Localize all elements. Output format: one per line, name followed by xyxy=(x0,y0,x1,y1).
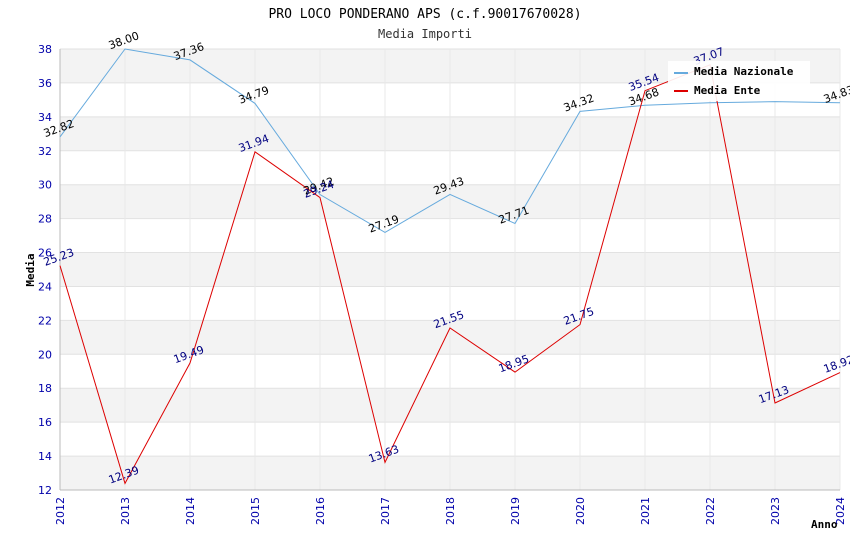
legend-background xyxy=(668,61,810,101)
y-tick-label: 20 xyxy=(38,348,52,361)
y-tick-label: 32 xyxy=(38,145,52,158)
x-axis-label: Anno xyxy=(811,518,838,531)
y-tick-label: 14 xyxy=(38,450,52,463)
y-tick-label: 24 xyxy=(38,280,52,293)
x-tick-label: 2024 xyxy=(834,497,847,525)
series-line-nazionale xyxy=(59,48,841,233)
x-tick-label: 2017 xyxy=(379,497,392,525)
x-tick-label: 2013 xyxy=(119,497,132,525)
legend-label-ente: Media Ente xyxy=(694,84,761,97)
x-tick-label: 2022 xyxy=(704,497,717,525)
legend-label-nazionale: Media Nazionale xyxy=(694,65,794,78)
y-tick-label: 28 xyxy=(38,213,52,226)
x-tick-label: 2020 xyxy=(574,497,587,525)
chart-title: PRO LOCO PONDERANO APS (c.f.90017670028) xyxy=(268,7,581,22)
x-tick-label: 2015 xyxy=(249,497,262,525)
x-tick-label: 2014 xyxy=(184,497,197,525)
x-tick-label: 2016 xyxy=(314,497,327,525)
chart-subtitle: Media Importi xyxy=(378,27,472,41)
data-label: 34.32 xyxy=(562,92,596,115)
y-tick-label: 18 xyxy=(38,382,52,395)
x-tick-label: 2023 xyxy=(769,497,782,525)
data-label: 34.79 xyxy=(237,84,271,107)
y-tick-label: 16 xyxy=(38,416,52,429)
x-tick-labels: 2012 2013 2014 2015 2016 2017 2018 2019 2020 2021… xyxy=(54,497,847,525)
y-axis-label: Media xyxy=(24,253,37,286)
y-tick-label: 30 xyxy=(38,179,52,192)
x-tick-label: 2012 xyxy=(54,497,67,525)
x-tick-label: 2018 xyxy=(444,497,457,525)
y-tick-label: 12 xyxy=(38,484,52,497)
y-tick-label: 26 xyxy=(38,247,52,260)
y-tick-labels: 12 14 16 18 20 22 24 26 28 30 32 34 36 38 xyxy=(38,43,52,497)
legend: Media Nazionale Media Ente xyxy=(668,61,810,101)
x-tick-label: 2021 xyxy=(639,497,652,525)
x-tick-label: 2019 xyxy=(509,497,522,525)
y-tick-label: 22 xyxy=(38,314,52,327)
data-label: 18.92 xyxy=(822,353,850,376)
y-tick-label: 36 xyxy=(38,77,52,90)
y-tick-label: 38 xyxy=(38,43,52,56)
y-tick-label: 34 xyxy=(38,111,52,124)
